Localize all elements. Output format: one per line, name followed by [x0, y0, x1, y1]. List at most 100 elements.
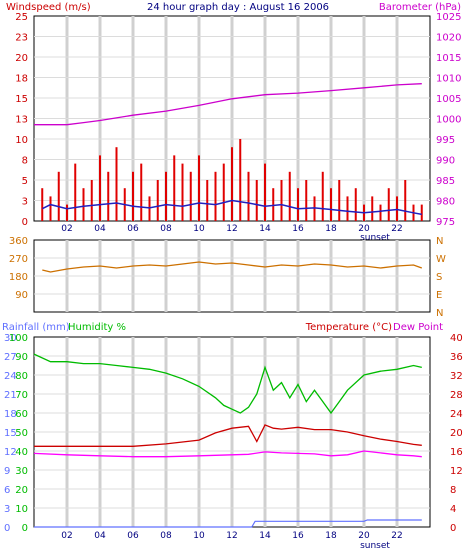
y-tick-label: 36 [450, 352, 463, 363]
humidity-ticks: 0 10 20 30 40 50 60 70 80 90 100 [9, 333, 28, 534]
y-tick-label: 30 [4, 333, 17, 344]
y-tick-label: 20 [450, 428, 463, 439]
y-tick-label: 40 [15, 447, 28, 458]
y-tick-label: 1005 [436, 94, 461, 105]
compass-tick-label: N [436, 236, 443, 247]
y-tick-label: 1000 [436, 115, 461, 126]
compass-tick-label: N [436, 308, 443, 319]
temperature-line [34, 424, 422, 447]
x-tick-label: 06 [127, 224, 139, 234]
x-tick-label: 14 [259, 531, 271, 541]
y-tick-label: 21 [4, 390, 17, 401]
y-tick-label: 3 [4, 504, 10, 515]
sunset-label-top: sunset [360, 233, 390, 243]
x-tick-label: 16 [292, 224, 304, 234]
y-tick-label: 1025 [436, 12, 461, 23]
dewpoint-line [33, 450, 422, 458]
temperature-ticks: 0 4 8 12 16 20 24 28 32 36 40 [450, 333, 463, 534]
temperature-axis-label: Temperature (°C) [305, 322, 392, 333]
y-tick-label: 10 [15, 135, 28, 146]
x-tick-label: 14 [259, 224, 271, 234]
barometer-line [34, 83, 422, 126]
y-tick-label: 4 [450, 504, 456, 515]
x-tick-label: 06 [127, 531, 139, 541]
y-tick-label: 5 [22, 176, 28, 187]
y-tick-label: 16 [450, 447, 463, 458]
degree-tick-label: 90 [15, 290, 28, 301]
rainfall-axis-label: Rainfall (mm) [2, 322, 70, 333]
climate-series [33, 353, 422, 528]
wind-series [34, 83, 423, 221]
y-tick-label: 15 [4, 428, 17, 439]
rainfall-line [34, 519, 422, 528]
y-tick-label: 27 [4, 352, 17, 363]
y-tick-label: 13 [15, 115, 28, 126]
y-tick-label: 1015 [436, 53, 461, 64]
y-tick-label: 20 [15, 53, 28, 64]
y-tick-label: 0 [4, 523, 10, 534]
wind-direction-line [42, 261, 423, 273]
compass-tick-label: W [436, 254, 446, 265]
y-tick-label: 1010 [436, 74, 461, 85]
barometer-axis-label: Barometer (hPa) [379, 2, 461, 13]
y-tick-label: 100 [9, 333, 28, 344]
climate-x-ticks: 02 04 06 08 10 12 14 16 18 20 22 [61, 531, 402, 541]
y-tick-label: 0 [22, 523, 28, 534]
compass-tick-label: E [436, 290, 442, 301]
x-tick-label: 02 [61, 224, 72, 234]
y-tick-label: 6 [4, 485, 10, 496]
y-tick-label: 90 [15, 352, 28, 363]
y-tick-label: 24 [4, 371, 17, 382]
y-tick-label: 8 [450, 485, 456, 496]
direction-series [42, 261, 423, 273]
y-tick-label: 32 [450, 371, 463, 382]
x-tick-label: 02 [61, 531, 72, 541]
y-tick-label: 25 [15, 12, 28, 23]
y-tick-label: 3 [22, 197, 28, 208]
y-tick-label: 0 [22, 217, 28, 228]
y-tick-label: 10 [15, 504, 28, 515]
barometer-ticks: 975 980 985 990 995 1000 1005 1010 1015 1020 1025 [436, 12, 461, 228]
x-tick-label: 20 [358, 224, 370, 234]
y-tick-label: 8 [22, 156, 28, 167]
y-tick-label: 18 [15, 74, 28, 85]
chart-title: 24 hour graph day : August 16 2006 [147, 2, 329, 13]
y-tick-label: 995 [436, 135, 455, 146]
x-tick-label: 22 [391, 224, 402, 234]
y-tick-label: 9 [4, 466, 10, 477]
x-tick-label: 04 [94, 224, 106, 234]
y-tick-label: 50 [15, 428, 28, 439]
y-tick-label: 20 [15, 485, 28, 496]
y-tick-label: 60 [15, 409, 28, 420]
y-tick-label: 1020 [436, 33, 461, 44]
y-tick-label: 980 [436, 197, 455, 208]
y-tick-label: 975 [436, 217, 455, 228]
degree-tick-label: 180 [9, 272, 28, 283]
x-tick-label: 12 [226, 531, 237, 541]
x-tick-label: 10 [193, 224, 205, 234]
y-tick-label: 70 [15, 390, 28, 401]
x-tick-label: 18 [325, 531, 337, 541]
windspeed-ticks: 0 3 5 8 10 13 15 18 20 23 25 [15, 12, 28, 228]
direction-grid [34, 240, 430, 312]
windspeed-axis-label: Windspeed (m/s) [6, 2, 91, 13]
y-tick-label: 80 [15, 371, 28, 382]
y-tick-label: 12 [450, 466, 463, 477]
y-tick-label: 990 [436, 156, 455, 167]
y-tick-label: 24 [450, 409, 463, 420]
rainfall-ticks: 0 3 6 9 12 15 18 21 24 27 30 [4, 333, 17, 534]
y-tick-label: 18 [4, 409, 17, 420]
direction-degree-ticks: 90 180 270 360 [9, 236, 28, 301]
x-tick-label: 10 [193, 531, 205, 541]
x-tick-label: 04 [94, 531, 106, 541]
humidity-axis-label: Humidity % [68, 322, 126, 333]
x-tick-label: 08 [160, 224, 172, 234]
x-tick-label: 08 [160, 531, 172, 541]
compass-tick-label: S [436, 272, 442, 283]
y-tick-label: 985 [436, 176, 455, 187]
y-tick-label: 30 [15, 466, 28, 477]
x-tick-label: 16 [292, 531, 304, 541]
